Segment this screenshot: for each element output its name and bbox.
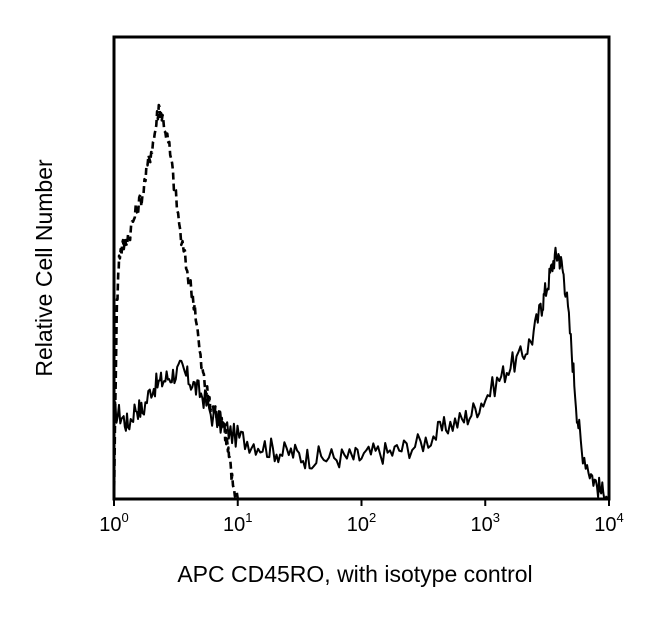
cd45ro-stain-curve [113,246,610,500]
x-axis-title: APC CD45RO, with isotype control [177,561,532,587]
x-tick-label: 104 [594,510,623,536]
x-tick-label: 103 [471,510,500,536]
y-axis-title: Relative Cell Number [31,159,57,377]
x-tick-label: 100 [99,510,128,536]
x-axis-ticks: 100 101 102 103 104 [99,499,624,536]
chart-marks [112,103,610,501]
plot-frame [112,35,611,501]
isotype-control-curve [112,103,609,501]
x-tick-label: 102 [347,510,376,536]
x-tick-label: 101 [223,510,252,536]
